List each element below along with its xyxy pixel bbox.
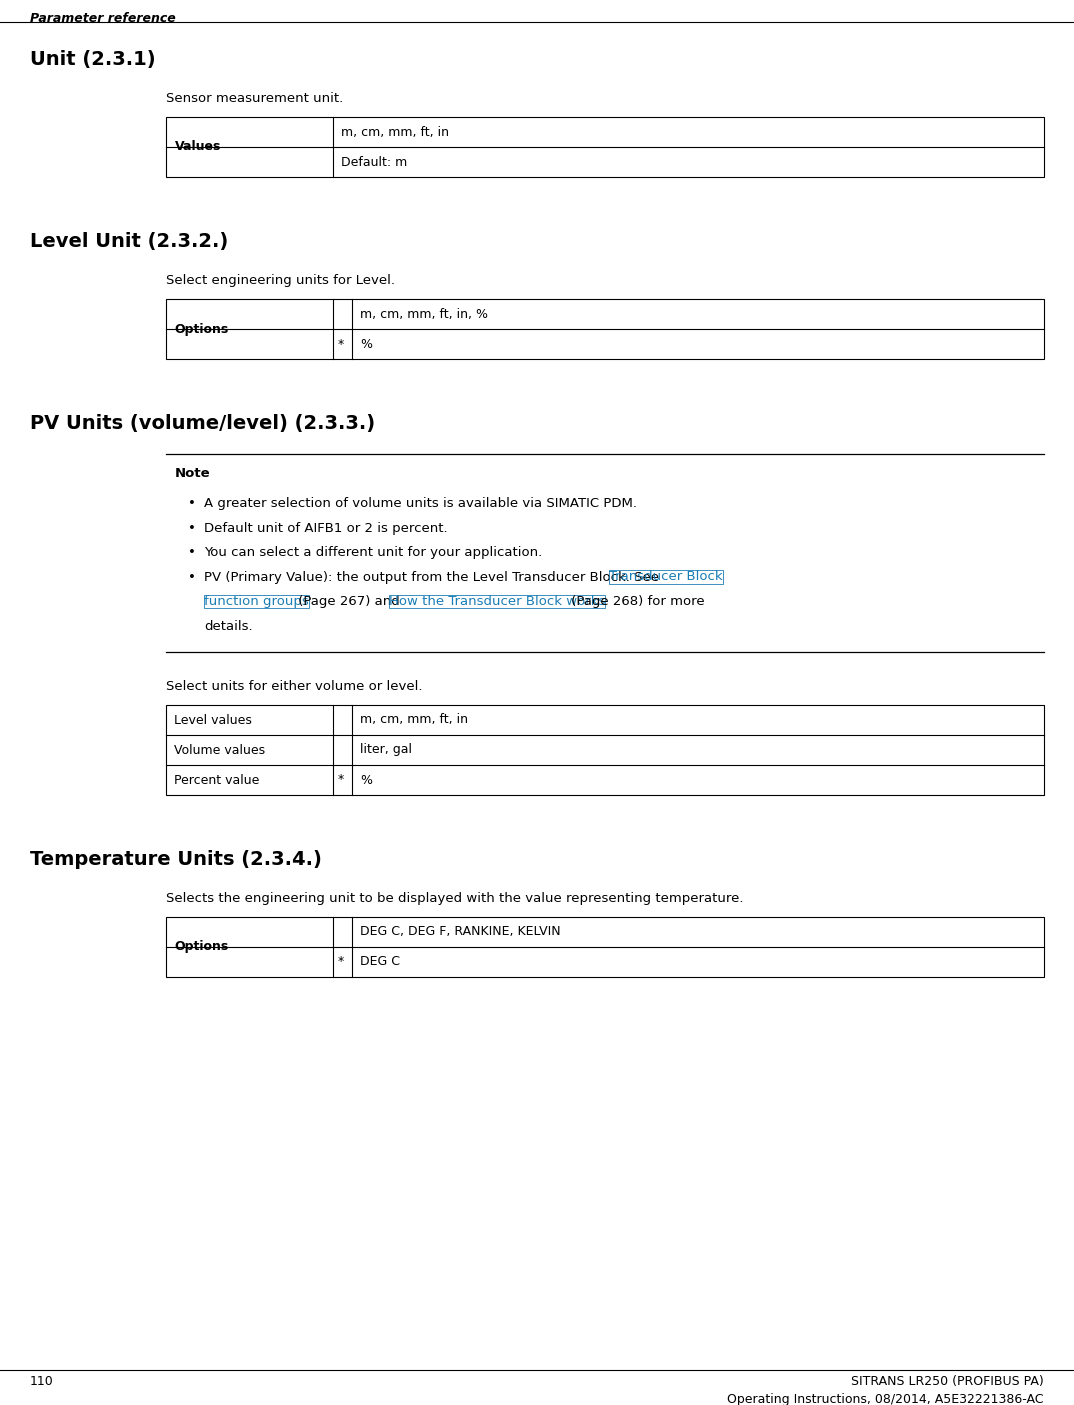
Text: function groups: function groups — [204, 594, 309, 608]
Text: •: • — [188, 497, 197, 510]
Text: Parameter reference: Parameter reference — [30, 13, 176, 25]
Text: Sensor measurement unit.: Sensor measurement unit. — [166, 91, 344, 105]
Text: *: * — [338, 774, 344, 787]
Text: Unit (2.3.1): Unit (2.3.1) — [30, 51, 156, 69]
Text: m, cm, mm, ft, in, %: m, cm, mm, ft, in, % — [360, 308, 489, 320]
Text: m, cm, mm, ft, in: m, cm, mm, ft, in — [360, 714, 468, 726]
Text: Percent value: Percent value — [174, 774, 260, 787]
Text: Level values: Level values — [174, 714, 252, 726]
Text: Options: Options — [174, 940, 229, 954]
Text: How the Transducer Block works: How the Transducer Block works — [389, 594, 606, 608]
Text: *: * — [338, 337, 344, 350]
Bar — [166, 705, 1044, 795]
Text: Transducer Block: Transducer Block — [609, 570, 723, 583]
Text: Values: Values — [174, 140, 221, 153]
Text: Default: m: Default: m — [340, 156, 407, 169]
Text: Temperature Units (2.3.4.): Temperature Units (2.3.4.) — [30, 850, 322, 870]
Text: •: • — [188, 521, 197, 534]
Text: liter, gal: liter, gal — [360, 743, 412, 756]
Text: details.: details. — [204, 620, 253, 632]
Text: DEG C, DEG F, RANKINE, KELVIN: DEG C, DEG F, RANKINE, KELVIN — [360, 926, 561, 939]
Text: %: % — [360, 337, 373, 350]
Text: 110: 110 — [30, 1375, 54, 1388]
Text: Select units for either volume or level.: Select units for either volume or level. — [166, 680, 423, 693]
Text: (Page 267) and: (Page 267) and — [293, 594, 404, 608]
Text: •: • — [188, 570, 197, 583]
Text: Selects the engineering unit to be displayed with the value representing tempera: Selects the engineering unit to be displ… — [166, 892, 744, 905]
Text: Operating Instructions, 08/2014, A5E32221386-AC: Operating Instructions, 08/2014, A5E3222… — [727, 1392, 1044, 1405]
Bar — [166, 917, 1044, 976]
Text: A greater selection of volume units is available via SIMATIC PDM.: A greater selection of volume units is a… — [204, 497, 638, 510]
Bar — [166, 299, 1044, 360]
Text: %: % — [360, 774, 373, 787]
Text: Note: Note — [174, 466, 211, 481]
Text: *: * — [338, 955, 344, 968]
Text: PV Units (volume/level) (2.3.3.): PV Units (volume/level) (2.3.3.) — [30, 414, 375, 433]
Text: You can select a different unit for your application.: You can select a different unit for your… — [204, 547, 542, 559]
Text: Default unit of AIFB1 or 2 is percent.: Default unit of AIFB1 or 2 is percent. — [204, 521, 448, 534]
Text: DEG C: DEG C — [360, 955, 401, 968]
Text: •: • — [188, 547, 197, 559]
Text: Select engineering units for Level.: Select engineering units for Level. — [166, 274, 395, 287]
Text: SITRANS LR250 (PROFIBUS PA): SITRANS LR250 (PROFIBUS PA) — [852, 1375, 1044, 1388]
Text: Volume values: Volume values — [174, 743, 265, 756]
Text: PV (Primary Value): the output from the Level Transducer Block. See: PV (Primary Value): the output from the … — [204, 570, 664, 583]
Text: Options: Options — [174, 323, 229, 336]
Text: (Page 268) for more: (Page 268) for more — [567, 594, 705, 608]
Text: Level Unit (2.3.2.): Level Unit (2.3.2.) — [30, 232, 229, 251]
Text: m, cm, mm, ft, in: m, cm, mm, ft, in — [340, 125, 449, 139]
Bar — [166, 117, 1044, 177]
